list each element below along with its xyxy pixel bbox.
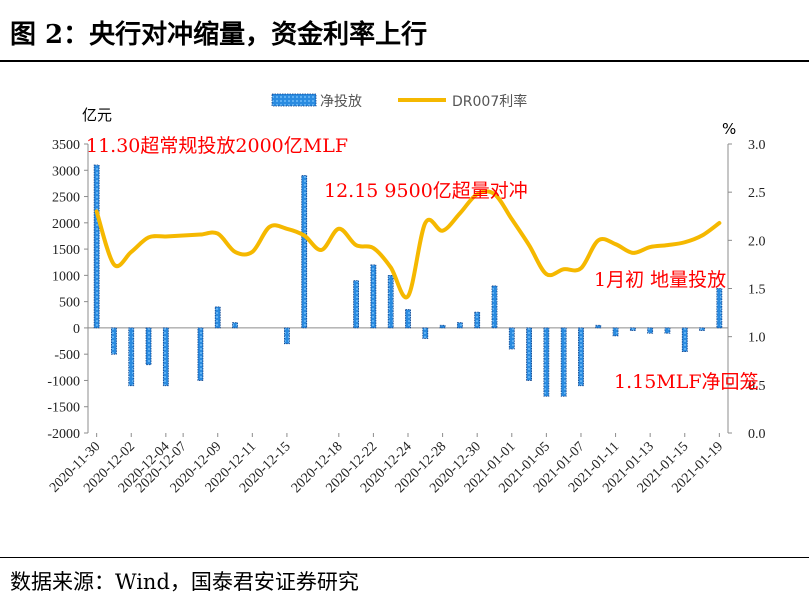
bar [197, 327, 204, 381]
right-tick-label: 0.5 [748, 379, 766, 394]
bar [543, 327, 550, 397]
bar [578, 327, 584, 387]
bar [128, 327, 135, 387]
right-tick-label: 1.0 [748, 331, 766, 346]
left-tick-label: -1000 [47, 374, 80, 389]
header-rule [0, 60, 809, 62]
left-tick-label: 3000 [52, 164, 80, 179]
bar [111, 327, 117, 355]
bar [647, 327, 654, 334]
left-tick-label: 2500 [52, 191, 80, 206]
source-note: 数据来源：Wind，国泰君安证券研究 [10, 570, 359, 594]
left-tick-label: -2000 [47, 427, 80, 442]
right-tick-label: 1.5 [748, 283, 766, 298]
bar [491, 285, 498, 329]
annotation: 1.15MLF净回笼 [614, 371, 759, 393]
right-tick-label: 3.0 [748, 138, 766, 153]
left-tick-label: 1500 [52, 243, 80, 258]
bar [595, 324, 602, 329]
bar [162, 327, 169, 387]
left-tick-label: 0 [73, 322, 80, 337]
dr007-line [94, 189, 722, 300]
bar [439, 324, 446, 329]
right-tick-label: 2.5 [748, 186, 766, 201]
bar [405, 309, 411, 329]
bar [387, 274, 394, 329]
bar [93, 164, 100, 329]
left-axis-unit: 亿元 [82, 106, 112, 124]
legend-bar-swatch [271, 93, 317, 107]
bar [456, 322, 463, 329]
line-series [94, 189, 722, 300]
bar [353, 280, 360, 329]
bar [629, 327, 636, 331]
bar [560, 327, 567, 397]
bar [526, 327, 532, 381]
legend-line-label: DR007利率 [452, 93, 527, 110]
legend: 净投放 DR007利率 [271, 93, 527, 110]
figure-title: 图 2：央行对冲缩量，资金利率上行 [10, 20, 428, 50]
bar [612, 327, 619, 337]
footer-rule [0, 557, 809, 558]
annotation: 1月初 地量投放 [594, 269, 726, 291]
bar [681, 327, 688, 352]
bar [301, 175, 308, 329]
bar [214, 306, 221, 329]
left-tick-label: -1500 [47, 401, 80, 416]
bar [284, 327, 290, 345]
left-tick-label: 3500 [52, 138, 80, 153]
legend-bar-label: 净投放 [320, 94, 362, 110]
left-tick-label: 2000 [52, 217, 80, 232]
left-tick-label: -500 [54, 348, 80, 363]
right-axis-unit: % [722, 120, 736, 138]
bar [370, 264, 377, 329]
bar-series [93, 164, 723, 397]
bar [716, 288, 723, 329]
bar [699, 327, 705, 331]
annotation: 11.30超常规投放2000亿MLF [86, 135, 348, 157]
bar [145, 327, 152, 366]
right-tick-label: 0.0 [748, 427, 766, 442]
annotations: 11.30超常规投放2000亿MLF 12.15 9500亿超量对冲 1月初 地量投… [86, 135, 759, 393]
bar [664, 327, 671, 334]
bar [232, 322, 238, 329]
bar [508, 327, 515, 350]
bar [422, 327, 429, 339]
left-tick-label: 1000 [52, 269, 80, 284]
axes: -2000 -1500 -1000 -500 0 500 1000 1500 2000 2500 3… [47, 106, 765, 496]
bar [474, 311, 481, 329]
left-tick-label: 500 [59, 296, 80, 311]
right-tick-label: 2.0 [748, 234, 766, 249]
annotation: 12.15 9500亿超量对冲 [324, 180, 528, 202]
